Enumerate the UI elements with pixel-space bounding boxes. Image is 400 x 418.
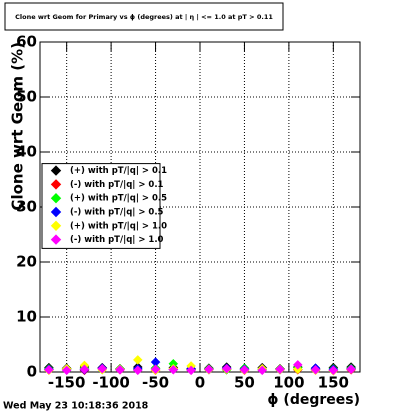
data-point <box>79 364 90 375</box>
y-tick-label: 60 <box>16 33 37 51</box>
legend-marker <box>50 165 62 176</box>
x-tick-label: 100 <box>273 374 304 392</box>
data-point <box>275 364 285 375</box>
footer-date: Wed May 23 10:18:36 2018 <box>3 401 149 412</box>
legend-marker <box>50 192 62 204</box>
data-point <box>204 364 214 375</box>
legend-marker <box>50 206 62 218</box>
legend-label: (+) with pT/|q| > 1.0 <box>70 221 167 231</box>
data-point <box>168 364 179 375</box>
data-point <box>346 364 356 375</box>
legend-label: (-) with pT/|q| > 0.5 <box>70 208 164 218</box>
legend-marker <box>50 220 62 232</box>
data-point <box>61 365 72 376</box>
x-tick-label: 50 <box>234 374 255 392</box>
legend-marker <box>50 179 62 190</box>
legend-marker <box>50 234 62 245</box>
data-point <box>150 364 161 375</box>
x-axis-label: ϕ (degrees) <box>267 392 360 408</box>
data-point <box>97 363 108 374</box>
y-tick-label: 0 <box>27 363 37 381</box>
y-tick-label: 30 <box>16 198 37 216</box>
title-box <box>4 2 284 31</box>
x-tick-label: 0 <box>195 374 205 392</box>
legend-label: (-) with pT/|q| > 1.0 <box>70 235 164 245</box>
data-point <box>328 365 339 376</box>
data-point <box>257 365 268 376</box>
data-point <box>115 364 125 375</box>
y-tick-label: 50 <box>16 88 37 106</box>
data-point <box>186 365 196 376</box>
data-point <box>132 355 143 365</box>
data-point <box>239 364 250 375</box>
data-point <box>221 363 232 374</box>
x-tick-label: -100 <box>92 374 130 392</box>
y-tick-label: 40 <box>16 143 37 161</box>
x-tick-label: 150 <box>318 374 349 392</box>
x-tick-label: -50 <box>142 374 169 392</box>
legend-label: (+) with pT/|q| > 0.5 <box>70 194 167 204</box>
data-point <box>132 365 143 376</box>
chart-title: Clone wrt Geom for Primary vs ϕ (degrees… <box>15 13 273 22</box>
x-tick-label: -150 <box>48 374 86 392</box>
data-point <box>44 364 54 375</box>
y-tick-label: 20 <box>16 253 37 271</box>
legend-box <box>41 163 161 249</box>
legend-label: (+) with pT/|q| > 0.1 <box>70 166 167 176</box>
legend-label: (-) with pT/|q| > 0.1 <box>70 180 164 190</box>
data-point <box>292 359 303 370</box>
y-tick-label: 10 <box>16 308 37 326</box>
data-point <box>310 364 321 375</box>
y-axis-label: Clone wrt Geom (%) <box>9 42 27 211</box>
